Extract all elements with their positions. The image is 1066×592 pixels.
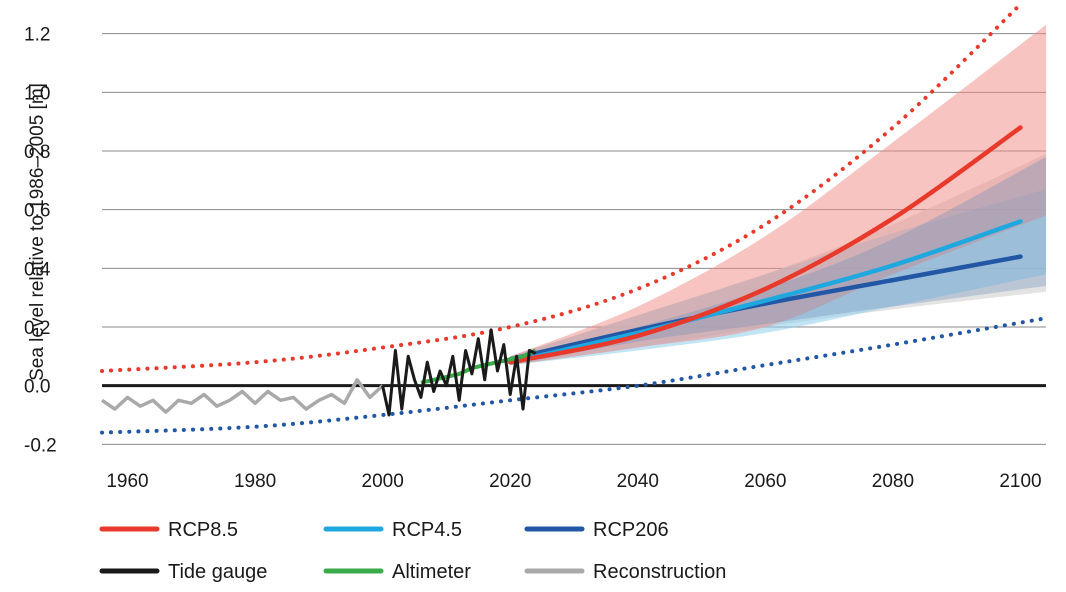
legend: RCP8.5 RCP4.5 RCP206 Tide gauge Altimeter Rec… xyxy=(99,519,726,583)
lower-bound-dotted-line xyxy=(100,316,1048,435)
y-tick-label: 0.6 xyxy=(24,201,50,222)
reconstruction-line xyxy=(101,378,384,414)
y-tick-label: 0.0 xyxy=(24,377,50,398)
upper-bound-dotted-line xyxy=(100,2,1023,373)
legend-label-alt: Altimeter xyxy=(392,561,471,583)
y-tick-label: 1.2 xyxy=(24,25,50,46)
y-tick-label: 0.2 xyxy=(24,318,50,339)
rcp85-line xyxy=(507,125,1023,365)
rcp26-band-area xyxy=(510,156,1046,366)
y-tick-label: 1.0 xyxy=(24,83,50,104)
x-tick-label: 2100 xyxy=(999,471,1041,492)
uncertainty-bands xyxy=(510,24,1046,366)
x-tick-label: 2060 xyxy=(744,471,786,492)
legend-label-rcp85: RCP8.5 xyxy=(168,519,238,541)
x-tick-label: 2040 xyxy=(617,471,659,492)
legend-label-rcp45: RCP4.5 xyxy=(392,519,462,541)
x-tick-label: 2080 xyxy=(872,471,914,492)
x-tick-label: 1980 xyxy=(234,471,276,492)
legend-label-rcp26: RCP206 xyxy=(593,519,669,541)
y-tick-label: 0.4 xyxy=(24,259,51,280)
series-lines xyxy=(100,2,1048,435)
x-tick-label: 2020 xyxy=(489,471,531,492)
y-axis-ticks: -0.2 0.0 0.2 0.4 0.6 0.8 1.0 1.2 xyxy=(24,25,57,457)
x-tick-label: 2000 xyxy=(362,471,404,492)
rcp26-line xyxy=(507,254,1023,362)
grid-lines xyxy=(102,33,1046,445)
y-tick-label: 0.8 xyxy=(24,142,50,163)
x-tick-label: 1960 xyxy=(106,471,148,492)
legend-label-tide: Tide gauge xyxy=(168,561,267,583)
rcp45-line xyxy=(507,219,1023,365)
y-tick-label: -0.2 xyxy=(24,435,57,456)
tide-gauge-line xyxy=(381,328,537,417)
x-axis-ticks: 1960 1980 2000 2020 2040 2060 2080 2100 xyxy=(106,471,1041,492)
y-axis-label: Sea level relative to 1986–2005 [m] xyxy=(27,83,48,381)
legend-label-recon: Reconstruction xyxy=(593,561,726,583)
